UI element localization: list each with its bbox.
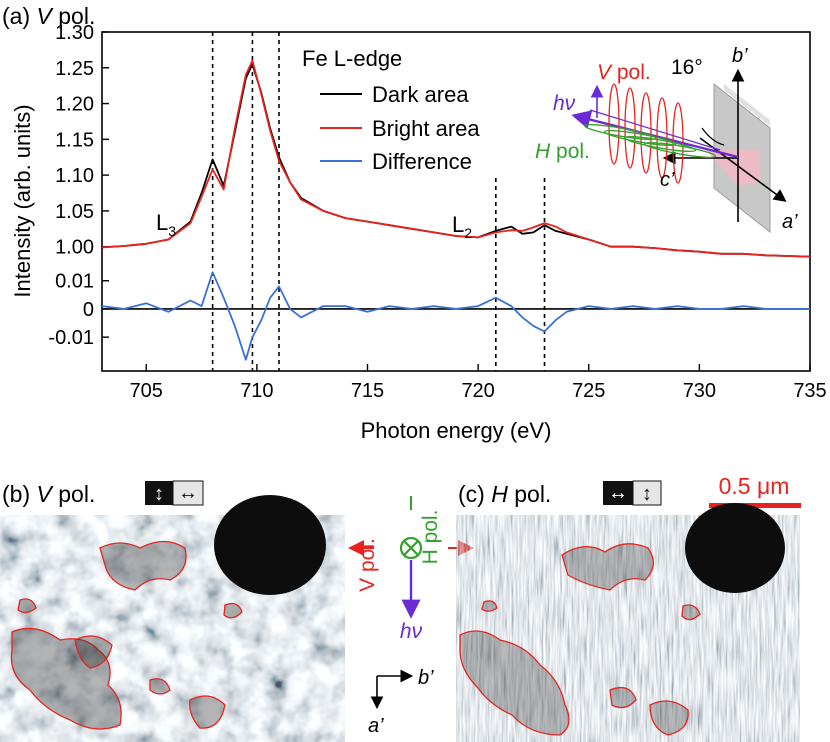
panel-a: (a) V pol. 705 710 715 720 725 730 735 1.00 1.05…	[2, 3, 827, 443]
edge-label: Fe L-edge	[302, 46, 402, 71]
y-tick-label-upper: 1.15	[55, 129, 94, 151]
dashed-markers	[211, 32, 546, 371]
y-tick-label-upper: 1.20	[55, 94, 94, 116]
series-difference	[101, 271, 810, 361]
badge-b-horizontal	[172, 480, 204, 506]
inset-h-pol: H pol.	[535, 140, 590, 163]
legend-dark: Dark area	[372, 82, 469, 107]
x-tick-label: 705	[130, 380, 163, 402]
legend-difference: Difference	[372, 149, 472, 174]
panel-b-title: (b) V pol.	[2, 481, 95, 507]
panel-b-dark-blob	[214, 495, 326, 595]
y-tick-label-upper: 1.00	[55, 237, 94, 259]
panel-c-title: (c) H pol.	[458, 481, 551, 507]
legend-bright: Bright area	[372, 116, 480, 141]
series-bright-area	[101, 59, 811, 258]
inset-v-pol: V pol.	[597, 61, 651, 84]
beam-into-page-icon	[399, 536, 423, 560]
x-axis-label: Photon energy (eV)	[361, 418, 552, 443]
panel-c-pol-badge: ↔ ↕	[603, 480, 662, 506]
panel-b: (b) V pol. ↕ ↔	[0, 480, 345, 742]
x-tick-label: 715	[351, 380, 384, 402]
inset-a-axis: a’	[782, 211, 798, 233]
panel-b-domain-outlines	[10, 540, 243, 730]
panel-b-pol-badge: ↕ ↔	[145, 480, 204, 506]
x-tick-label: 720	[461, 380, 494, 402]
plot-frame	[101, 31, 811, 372]
y-tick-label-lower: -0.01	[48, 327, 94, 349]
panel-c-dark-blob	[685, 503, 785, 593]
middle-a-axis: a’	[368, 715, 384, 737]
badge-b-vertical	[145, 481, 173, 505]
y-tick-label-upper: 1.30	[55, 22, 94, 44]
middle-b-axis: b’	[418, 667, 434, 689]
panel-c: (c) H pol. ↔ ↕ 0.5 μm	[456, 473, 801, 742]
middle-v-pol: V pol.	[356, 538, 379, 592]
vertical-arrows-icon: ↕	[154, 483, 164, 505]
y-tick-label-lower: 0	[83, 299, 94, 321]
inset-c-axis: c’	[660, 169, 675, 191]
y-axis-label: Intensity (arb. units)	[10, 104, 35, 297]
badge-c-vertical	[632, 480, 662, 506]
y-tick-label-upper: 1.25	[55, 58, 94, 80]
angle-arc	[701, 127, 725, 146]
y-tick-label-lower: 0.01	[55, 271, 94, 293]
scale-bar	[709, 503, 801, 508]
middle-hv: hν	[400, 620, 423, 643]
horizontal-arrows-icon-c: ↔	[608, 482, 628, 504]
l2-label: L2	[452, 212, 472, 241]
x-tick-label: 735	[793, 380, 826, 402]
panel-c-domain-outlines	[459, 543, 701, 736]
inset-angle: 16°	[671, 56, 703, 79]
vertical-arrows-icon-c: ↕	[642, 483, 652, 505]
inset-hv: hν	[553, 92, 576, 115]
panel-a-title: (a) V pol.	[2, 3, 95, 29]
sample-slab-top	[724, 84, 770, 126]
x-tick-label: 730	[683, 380, 716, 402]
geometry-inset: V pol. H pol. hν 16° b’ c’ a’	[535, 45, 798, 234]
middle-diagram: V pol. H pol. hν b’ a’	[348, 496, 474, 737]
badge-c-horizontal	[603, 481, 633, 505]
x-tick-label: 710	[240, 380, 273, 402]
x-tick-label: 725	[572, 380, 605, 402]
middle-h-pol: H pol.	[419, 510, 442, 565]
horizontal-arrows-icon: ↔	[178, 482, 198, 504]
h-pol-wave	[583, 123, 717, 159]
series-lines	[101, 59, 811, 361]
axis-ticks: 705 710 715 720 725 730 735 1.00 1.05 1.10 1.15 1.2…	[48, 22, 826, 402]
beam-plane	[706, 150, 760, 186]
beam-line	[589, 109, 721, 151]
scale-bar-label: 0.5 μm	[719, 473, 790, 499]
inset-b-axis: b’	[732, 45, 748, 67]
l3-label: L3	[156, 210, 176, 239]
y-tick-label-upper: 1.05	[55, 201, 94, 223]
y-tick-label-upper: 1.10	[55, 165, 94, 187]
